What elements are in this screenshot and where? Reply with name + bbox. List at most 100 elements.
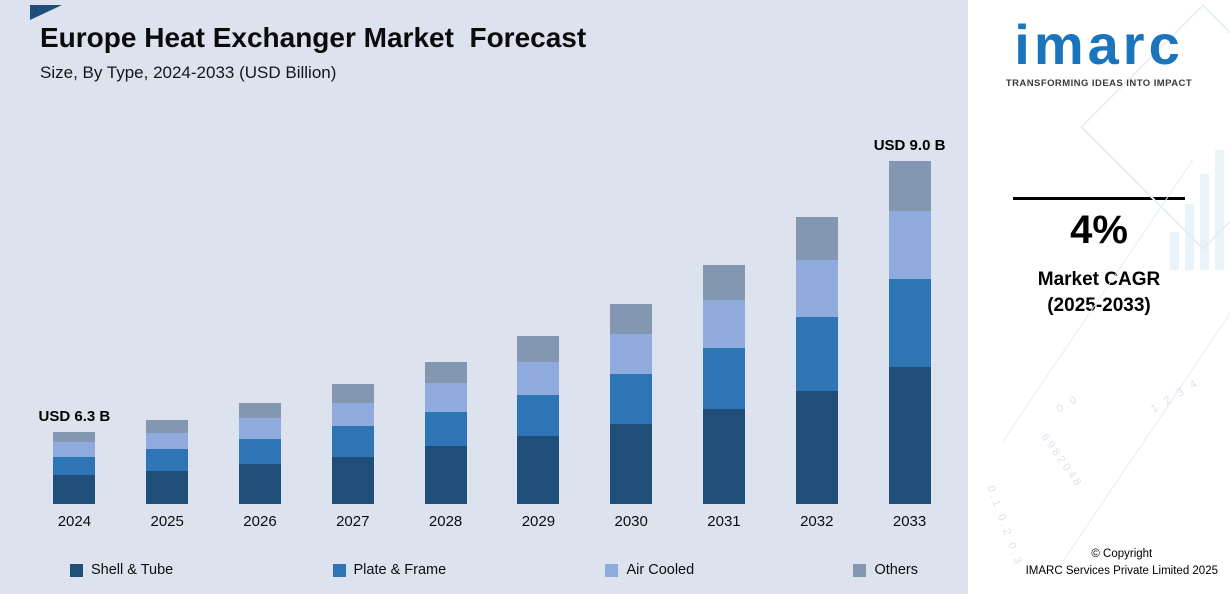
stacked-bar-2025 — [146, 420, 189, 504]
cagr-label: Market CAGR (2025-2033) — [968, 267, 1230, 320]
segment-plate-frame — [517, 394, 560, 437]
x-axis-label-2031: 2031 — [707, 513, 741, 530]
legend-swatch-air-cooled — [605, 563, 619, 577]
bar-column-2029: 2029 — [492, 110, 585, 534]
segment-air-cooled — [146, 432, 189, 450]
segment-others — [331, 384, 374, 403]
segment-air-cooled — [424, 383, 467, 412]
chart-subtitle: Size, By Type, 2024-2033 (USD Billion) — [40, 63, 337, 82]
legend-label-others: Others — [874, 562, 918, 578]
legend-label-shell-tube: Shell & Tube — [91, 562, 174, 578]
stacked-bar-2031 — [702, 265, 745, 504]
stacked-bar-2029 — [517, 336, 560, 504]
segment-others — [610, 304, 653, 334]
legend-item-others: Others — [853, 562, 918, 578]
watermark-line — [1062, 279, 1230, 562]
branding-panel: 6982048 1 2 3 4 0.0 0.1 0.2 0.3 imarc TR… — [968, 0, 1230, 594]
legend-item-shell-tube: Shell & Tube — [70, 562, 173, 578]
x-axis-label-2025: 2025 — [150, 513, 184, 530]
segment-others — [424, 362, 467, 384]
segment-air-cooled — [702, 299, 745, 349]
segment-air-cooled — [888, 210, 931, 280]
x-axis-label-2024: 2024 — [57, 513, 92, 530]
bar-column-2024: USD 6.3 B 2024 — [28, 110, 121, 534]
segment-shell-tube — [331, 456, 374, 504]
segment-plate-frame — [331, 426, 374, 457]
bar-column-2032: 2032 — [770, 110, 863, 534]
bar-column-2026: 2026 — [214, 110, 307, 534]
logo-tagline: TRANSFORMING IDEAS INTO IMPACT — [1005, 77, 1193, 89]
x-axis-label-2029: 2029 — [521, 513, 556, 530]
x-axis-label-2032: 2032 — [800, 513, 834, 530]
segment-shell-tube — [795, 390, 838, 504]
legend-item-plate-frame: Plate & Frame — [332, 562, 447, 578]
segment-plate-frame — [610, 374, 653, 424]
legend-swatch-shell-tube — [70, 563, 83, 577]
segment-shell-tube — [53, 475, 96, 504]
x-axis-label-2027: 2027 — [336, 513, 370, 530]
stacked-bar-2028 — [424, 362, 467, 504]
legend: Shell & Tube Plate & Frame Air Cooled Other… — [70, 562, 918, 578]
segment-others — [146, 420, 189, 433]
copyright-line2: IMARC Services Private Limited 2025 — [1025, 564, 1218, 577]
segment-air-cooled — [610, 334, 653, 374]
segment-others — [517, 336, 560, 363]
x-axis-label-2033: 2033 — [892, 513, 927, 530]
stacked-bar-2026 — [238, 403, 281, 504]
bar-column-2028: 2028 — [399, 110, 492, 534]
segment-shell-tube — [702, 408, 745, 504]
segment-shell-tube — [146, 470, 189, 504]
segment-plate-frame — [702, 348, 745, 409]
segment-shell-tube — [238, 463, 281, 504]
total-label-2024: USD 6.3 B — [38, 408, 111, 425]
segment-air-cooled — [331, 402, 374, 427]
segment-air-cooled — [795, 260, 838, 318]
segment-plate-frame — [53, 457, 96, 476]
corner-accent — [30, 5, 62, 20]
imarc-logo: imarc — [1014, 13, 1184, 76]
segment-plate-frame — [888, 279, 931, 367]
segment-shell-tube — [610, 424, 653, 504]
watermark-zero: 0.0 — [1054, 392, 1082, 416]
segment-air-cooled — [517, 362, 560, 395]
watermark-bars — [1170, 150, 1224, 270]
segment-air-cooled — [238, 417, 281, 439]
chart-panel: Europe Heat Exchanger Market Forecast Si… — [0, 0, 968, 594]
legend-label-plate-frame: Plate & Frame — [353, 562, 447, 578]
segment-shell-tube — [517, 436, 560, 504]
stacked-bar-2030 — [610, 304, 653, 504]
watermark-scale: 1 2 3 4 — [1148, 376, 1202, 416]
legend-swatch-plate-frame — [332, 563, 346, 577]
chart-title: Europe Heat Exchanger Market Forecast — [40, 22, 587, 53]
segment-plate-frame — [146, 449, 189, 471]
segment-others — [53, 432, 96, 443]
bar-column-2025: 2025 — [121, 110, 214, 534]
copyright-line1: © Copyright — [1091, 547, 1153, 560]
cagr-divider — [1013, 196, 1185, 200]
segment-plate-frame — [238, 438, 281, 464]
bar-column-2030: 2030 — [585, 110, 678, 534]
copyright: © Copyright IMARC Services Private Limit… — [1026, 546, 1218, 581]
cagr-label-line1: Market CAGR — [1037, 268, 1161, 290]
legend-label-air-cooled: Air Cooled — [626, 562, 695, 578]
segment-others — [238, 403, 281, 418]
watermark-decimals: 0.1 0.2 0.3 — [984, 484, 1025, 568]
x-axis-label-2026: 2026 — [243, 513, 277, 530]
segment-shell-tube — [888, 366, 931, 504]
watermark-digits: 6982048 — [1038, 431, 1086, 491]
x-axis-label-2030: 2030 — [614, 513, 648, 530]
bar-column-2031: 2031 — [678, 110, 771, 534]
cagr-value: 4% — [1070, 207, 1128, 252]
bar-column-2033: USD 9.0 B 2033 — [863, 110, 956, 534]
stacked-bar-2032 — [795, 217, 838, 504]
segment-plate-frame — [424, 411, 467, 447]
segment-others — [702, 265, 745, 300]
stacked-bar-2027 — [331, 384, 374, 504]
segment-air-cooled — [53, 442, 96, 458]
total-label-2033: USD 9.0 B — [873, 137, 946, 154]
x-axis-label-2028: 2028 — [428, 513, 463, 530]
cagr-label-line2: (2025-2033) — [1047, 295, 1151, 317]
stacked-bar-2033 — [888, 161, 931, 504]
segment-others — [888, 161, 931, 211]
